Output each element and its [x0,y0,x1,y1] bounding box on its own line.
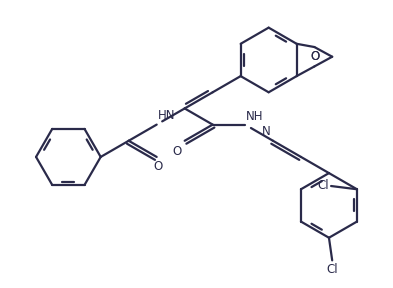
Text: O: O [173,145,182,158]
Text: Cl: Cl [318,179,329,192]
Text: Cl: Cl [326,263,338,276]
Text: O: O [310,50,320,63]
Text: NH: NH [246,110,263,123]
Text: O: O [310,50,320,63]
Text: N: N [262,125,270,138]
Text: HN: HN [158,109,175,122]
Text: O: O [153,160,162,173]
